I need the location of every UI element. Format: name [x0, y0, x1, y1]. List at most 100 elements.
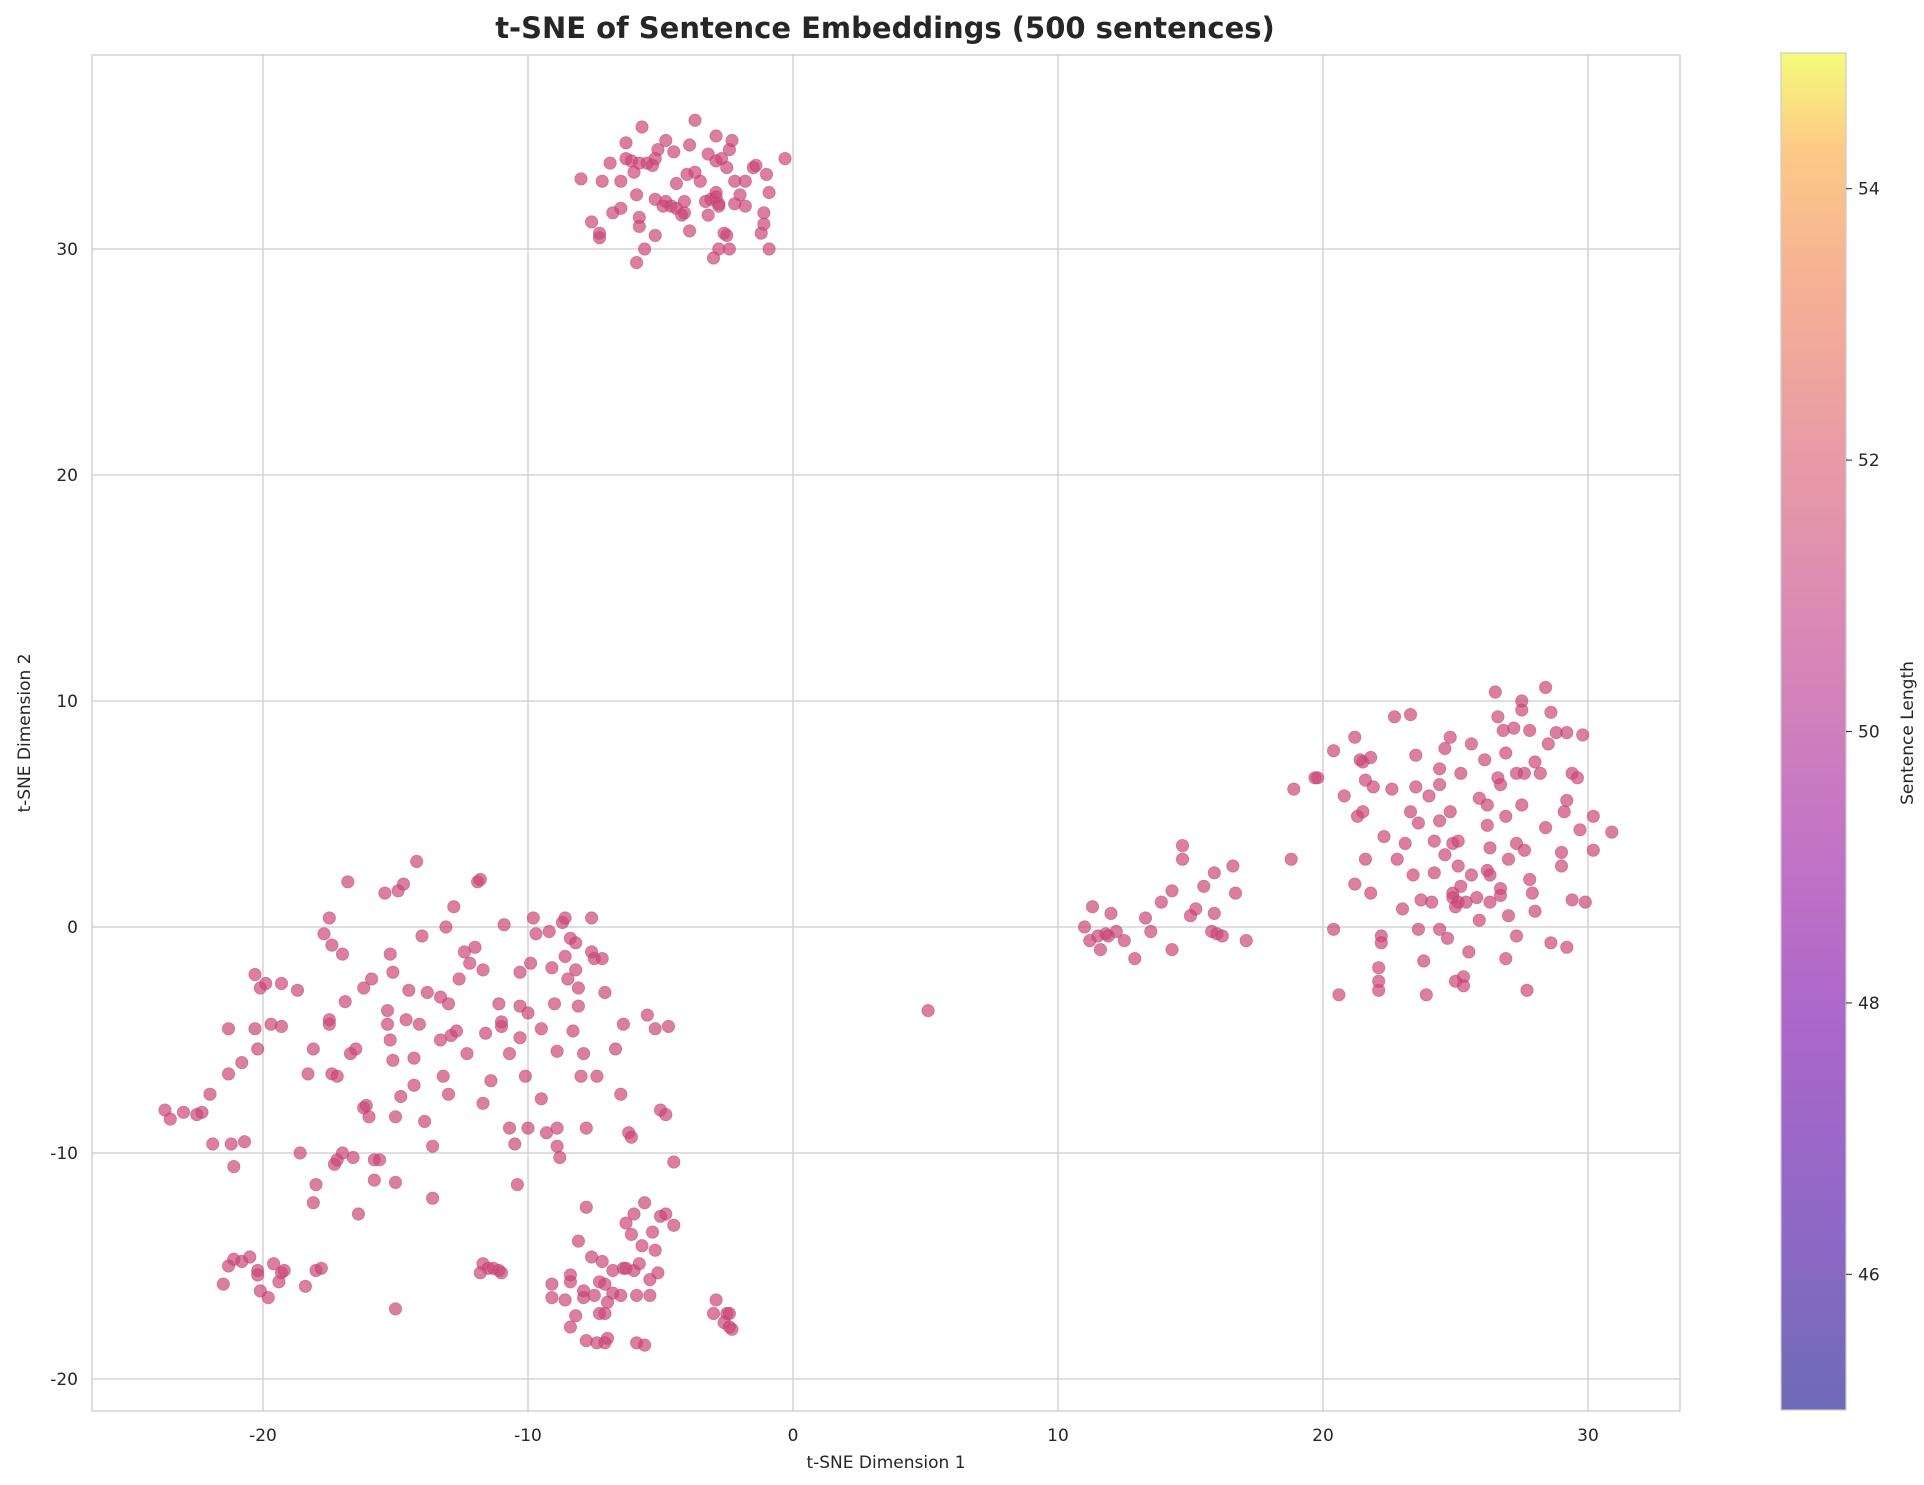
data-point: [648, 1022, 662, 1036]
data-point: [1451, 859, 1465, 873]
data-point: [1509, 929, 1524, 943]
data-point: [545, 1277, 559, 1291]
data-point: [1377, 829, 1391, 844]
data-point: [614, 201, 628, 215]
plot-area: [91, 54, 1681, 1412]
data-point: [574, 1069, 588, 1083]
x-axis-label: t-SNE Dimension 1: [806, 1453, 965, 1473]
data-point: [550, 1139, 564, 1153]
data-point: [1433, 922, 1447, 936]
data-point: [441, 1087, 456, 1101]
data-point: [661, 1019, 676, 1034]
data-point: [667, 1155, 681, 1169]
data-point: [595, 951, 609, 966]
data-point: [667, 1218, 681, 1232]
data-point: [293, 1146, 307, 1160]
data-point: [1523, 872, 1537, 887]
data-point: [1427, 866, 1441, 880]
data-point: [667, 145, 681, 159]
data-point: [1501, 852, 1516, 866]
data-point: [1356, 805, 1370, 819]
data-point: [648, 228, 662, 242]
data-point: [1523, 723, 1537, 738]
data-point: [322, 911, 336, 925]
data-point: [1480, 798, 1494, 812]
data-point: [513, 1031, 527, 1045]
data-point: [603, 156, 617, 170]
data-point: [410, 854, 424, 869]
data-point: [502, 1121, 517, 1135]
data-point: [1417, 954, 1431, 968]
data-point: [598, 985, 612, 1000]
data-point: [778, 152, 792, 166]
data-point: [558, 949, 572, 964]
data-point: [616, 1017, 631, 1031]
data-point: [221, 1022, 236, 1036]
data-point: [1390, 852, 1404, 866]
data-point: [1483, 868, 1497, 882]
data-point: [425, 1139, 440, 1153]
data-point: [598, 1336, 612, 1350]
data-point: [484, 1074, 498, 1088]
data-point: [383, 1033, 397, 1047]
data-point: [725, 133, 739, 148]
data-point: [561, 972, 575, 986]
y-tick-label: 0: [67, 918, 78, 938]
data-point: [383, 947, 397, 961]
data-point: [762, 242, 776, 256]
data-point: [553, 1150, 567, 1165]
data-point: [627, 1207, 641, 1221]
data-point: [1507, 721, 1521, 735]
data-point: [1406, 868, 1420, 882]
data-point: [550, 1121, 564, 1135]
data-point: [640, 1008, 654, 1022]
data-point: [364, 972, 379, 986]
data-point: [412, 1017, 426, 1031]
data-point: [243, 1250, 257, 1264]
data-point: [415, 929, 429, 943]
data-point: [571, 981, 586, 995]
data-point: [698, 194, 713, 209]
data-point: [728, 197, 742, 211]
axes-frame: [91, 54, 1681, 1412]
x-tick-label: 10: [1047, 1426, 1069, 1446]
data-point: [1488, 685, 1502, 699]
data-point: [648, 1243, 662, 1257]
data-point: [547, 997, 562, 1011]
data-point: [452, 972, 466, 986]
data-point: [473, 872, 487, 887]
data-point: [614, 1288, 628, 1303]
data-point: [1573, 823, 1587, 837]
data-point: [508, 1137, 522, 1151]
data-point: [1451, 834, 1465, 848]
data-point: [574, 172, 588, 186]
data-point: [1425, 895, 1439, 909]
data-point: [584, 911, 599, 925]
data-point: [163, 1112, 177, 1126]
data-point: [1528, 904, 1542, 918]
data-point: [394, 1089, 408, 1104]
data-point: [1462, 945, 1476, 959]
data-point: [1165, 942, 1179, 957]
data-point: [338, 994, 352, 1009]
data-point: [619, 152, 633, 166]
colorbar-tick-label: 48: [1858, 994, 1880, 1014]
data-point: [542, 924, 556, 939]
data-point: [1539, 680, 1553, 695]
data-point: [701, 208, 715, 222]
data-point: [1570, 771, 1585, 785]
data-point: [608, 1042, 623, 1056]
colorbar-label: Sentence Length: [1898, 661, 1918, 805]
data-point: [380, 1003, 395, 1018]
data-point: [346, 1150, 360, 1165]
y-tick-label: 30: [56, 240, 78, 260]
data-point: [518, 1069, 533, 1083]
data-point: [606, 1263, 620, 1278]
data-point: [417, 1114, 432, 1129]
data-point: [1364, 750, 1378, 765]
data-point: [494, 1266, 509, 1280]
data-point: [1287, 782, 1301, 796]
data-point: [1332, 988, 1346, 1002]
data-point: [1411, 816, 1426, 830]
data-point: [425, 1191, 440, 1205]
